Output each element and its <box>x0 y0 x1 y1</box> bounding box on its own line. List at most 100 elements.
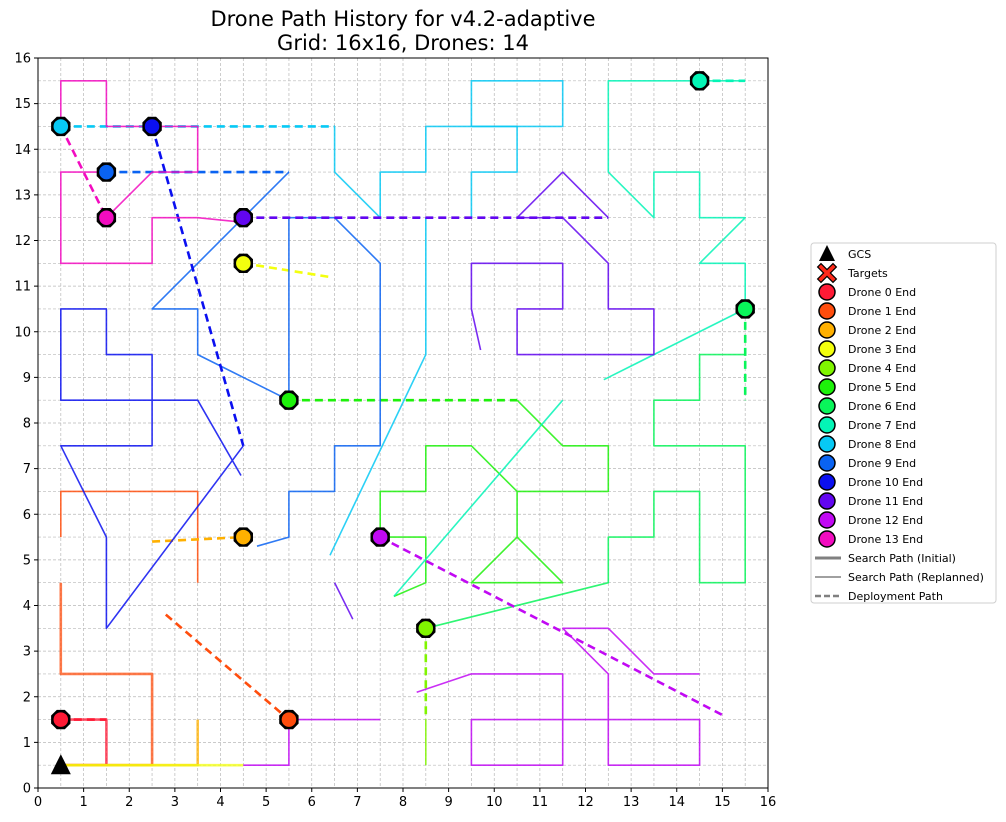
legend-end-marker <box>818 321 836 339</box>
x-tick-label: 9 <box>444 795 452 810</box>
chart-title: Drone Path History for v4.2-adaptive <box>210 7 595 31</box>
legend-label: Drone 13 End <box>848 533 923 546</box>
deployment-path-13 <box>59 125 108 219</box>
search-path-segment-13 <box>59 171 244 265</box>
drone-end-marker-11 <box>234 208 253 227</box>
legend-label: Drone 9 End <box>848 457 916 470</box>
x-tick-label: 6 <box>308 795 316 810</box>
y-tick-label: 3 <box>23 645 31 660</box>
legend-label: GCS <box>848 248 871 261</box>
drone-paths <box>59 79 747 767</box>
gcs-marker <box>50 754 71 775</box>
deployment-path-3 <box>243 262 331 279</box>
legend-end-marker <box>818 378 836 396</box>
x-tick-label: 16 <box>760 795 777 810</box>
drone-end-marker-12 <box>371 528 389 546</box>
legend-label: Drone 6 End <box>848 400 916 413</box>
search-path-segment-8 <box>470 80 564 128</box>
legend-end-marker <box>818 302 836 320</box>
legend-end-marker <box>818 435 836 453</box>
search-path-replanned-1 <box>59 490 199 583</box>
y-tick-label: 7 <box>23 462 31 477</box>
x-tick-label: 5 <box>262 795 270 810</box>
legend-end-marker <box>818 416 836 434</box>
drone-end-markers <box>50 71 755 775</box>
legend-label: Search Path (Initial) <box>848 552 956 565</box>
drone-end-marker-6 <box>736 300 754 318</box>
legend-target-icon-fill <box>818 264 836 282</box>
search-path-replanned-7 <box>603 80 747 381</box>
search-path-segment-7 <box>393 399 564 597</box>
legend-label: Drone 12 End <box>848 514 923 527</box>
y-tick-label: 11 <box>14 280 31 295</box>
legend-end-marker <box>818 340 836 358</box>
search-path-replanned-12 <box>416 627 701 767</box>
y-tick-label: 1 <box>23 736 31 751</box>
drone-end-marker-3 <box>234 254 253 273</box>
legend-end-marker <box>818 530 836 548</box>
legend-label: Search Path (Replanned) <box>848 571 984 584</box>
legend-label: Drone 5 End <box>848 381 916 394</box>
y-tick-label: 8 <box>23 417 31 432</box>
y-tick-label: 10 <box>14 325 31 340</box>
legend-label: Drone 0 End <box>848 286 916 299</box>
y-tick-label: 0 <box>23 782 31 797</box>
legend-label: Drone 10 End <box>848 476 923 489</box>
legend-end-marker <box>818 359 836 377</box>
y-tick-label: 15 <box>14 97 31 112</box>
drone-end-marker-1 <box>280 710 298 729</box>
legend-label: Drone 1 End <box>848 305 916 318</box>
legend-label: Drone 2 End <box>848 324 916 337</box>
search-path-replanned-10 <box>59 308 244 630</box>
legend-box <box>810 242 997 604</box>
search-path-replanned-6 <box>425 353 747 630</box>
legend-label: Targets <box>847 267 888 280</box>
x-tick-label: 10 <box>486 795 503 810</box>
legend: GCS Targets Drone 0 End Drone 1 End Drone 2 … <box>810 242 997 604</box>
search-path-segment-8 <box>329 217 427 556</box>
y-tick-label: 5 <box>23 553 31 568</box>
search-path-segment-11 <box>333 582 354 620</box>
y-tick-label: 9 <box>23 371 31 386</box>
drone-end-marker-10 <box>143 117 161 136</box>
x-tick-label: 2 <box>125 795 133 810</box>
deployment-path-1 <box>164 613 290 721</box>
search-path-segment-12 <box>243 719 290 767</box>
drone-end-marker-2 <box>234 528 253 546</box>
drone-end-marker-8 <box>52 117 70 136</box>
x-tick-label: 3 <box>171 795 179 810</box>
axes: 0 1 2 3 4 5 6 7 8 9 10 11 12 13 14 15 160123456789101112… <box>14 52 776 811</box>
drone-end-marker-4 <box>417 619 435 638</box>
legend-end-marker <box>818 454 836 472</box>
legend-end-marker <box>818 473 836 491</box>
search-path-replanned-8 <box>333 125 518 219</box>
chart-subtitle: Grid: 16x16, Drones: 14 <box>277 31 529 55</box>
grid-lines <box>38 58 768 788</box>
deployment-path-10 <box>150 126 245 447</box>
legend-label: Deployment Path <box>848 590 943 603</box>
x-tick-label: 8 <box>399 795 407 810</box>
drone-end-marker-13 <box>97 208 116 227</box>
legend-end-marker <box>818 492 836 510</box>
x-tick-label: 13 <box>623 795 640 810</box>
x-tick-label: 12 <box>577 795 594 810</box>
legend-label: Drone 3 End <box>848 343 916 356</box>
y-tick-label: 12 <box>14 234 31 249</box>
x-tick-label: 0 <box>34 795 42 810</box>
drone-end-marker-5 <box>280 391 298 409</box>
x-tick-label: 11 <box>532 795 549 810</box>
legend-end-marker <box>818 511 836 529</box>
legend-label: Drone 8 End <box>848 438 916 451</box>
legend-end-marker <box>818 283 836 301</box>
x-tick-label: 15 <box>714 795 731 810</box>
y-tick-label: 13 <box>14 188 31 203</box>
x-tick-label: 4 <box>216 795 224 810</box>
y-tick-label: 16 <box>14 52 31 67</box>
x-tick-label: 14 <box>668 795 685 810</box>
legend-label: Drone 4 End <box>848 362 916 375</box>
legend-gcs-icon <box>819 245 835 261</box>
y-tick-label: 2 <box>23 690 31 705</box>
y-tick-label: 4 <box>23 599 31 614</box>
legend-label: Drone 11 End <box>848 495 923 508</box>
